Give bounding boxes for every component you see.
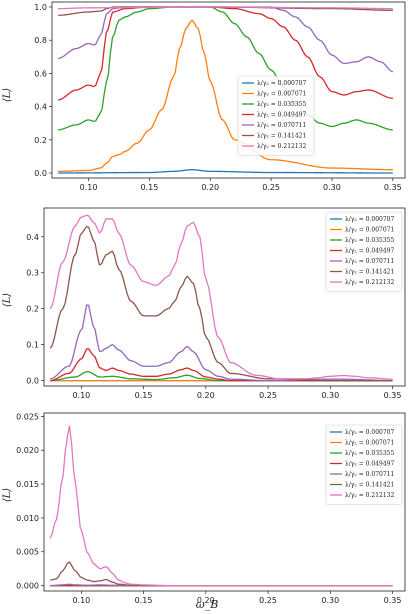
y-tick-label: 1.0 [34,3,47,12]
panel-bottom: ⟨L⟩ ω_B 0.10 0.15 0.20 0.25 0.30 0.35 0.000 0.0… [2,412,406,611]
y-tick-label: 0.0 [26,377,39,386]
series-line-1 [58,169,393,174]
legend-label: λ/γ₂ = 0.000707 [345,429,394,436]
y-tick-label: 0.005 [16,548,39,557]
series-line-5 [57,6,394,73]
legend: λ/γ₂ = 0.000707 λ/γ₂ = 0.007071 λ/γ₂ = 0.0… [237,75,315,156]
legend: λ/γ₂ = 0.000707 λ/γ₂ = 0.007071 λ/γ₂ = 0.0… [325,211,403,292]
x-tick-label: 0.15 [135,391,153,400]
y-axis-label: ⟨L⟩ [2,488,13,503]
panel-middle: ⟨L⟩ 0.10 0.15 0.20 0.25 0.30 0.35 0.0 0.1 0.2 0.3… [2,207,406,400]
legend-label: λ/γ₂ = 0.049497 [345,461,394,468]
legend-label: λ/γ₂ = 0.049497 [257,112,306,119]
legend-label: λ/γ₂ = 0.141421 [257,133,306,140]
legend-box [325,211,403,292]
legend-label: λ/γ₂ = 0.141421 [345,269,394,276]
y-tick-label: 0.8 [34,36,47,45]
x-tick-label: 0.20 [201,183,219,192]
x-tick-label: 0.30 [323,183,341,192]
legend-label: λ/γ₂ = 0.035355 [345,237,394,244]
x-tick-label: 0.20 [197,391,215,400]
x-tick-label: 0.30 [321,391,339,400]
legend-label: λ/γ₂ = 0.049497 [345,248,394,255]
series-line-7 [49,214,393,380]
y-tick-label: 0.6 [34,69,47,78]
legend-box [237,75,315,156]
y-tick-label: 0.0 [34,169,47,178]
y-tick-label: 0.4 [26,233,39,242]
y-tick-label: 0.4 [34,103,47,112]
y-tick-label: 0.1 [26,341,39,350]
y-tick-label: 0.015 [16,480,39,489]
legend: λ/γ₂ = 0.000707 λ/γ₂ = 0.007071 λ/γ₂ = 0.0… [325,424,403,505]
legend-label: λ/γ₂ = 0.212132 [257,143,306,150]
series-line-4 [57,6,393,101]
y-tick-label: 0.2 [26,305,39,314]
legend-label: λ/γ₂ = 0.035355 [257,101,306,108]
y-tick-label: 0.000 [16,582,39,591]
legend-label: λ/γ₂ = 0.007071 [345,440,394,447]
x-tick-label: 0.35 [384,596,402,605]
legend-label: λ/γ₂ = 0.070711 [345,258,394,265]
y-tick-label: 0.010 [16,514,39,523]
plot-frame [43,412,406,592]
x-tick-label: 0.30 [321,596,339,605]
x-tick-label: 0.15 [135,596,153,605]
legend-label: λ/γ₂ = 0.007071 [345,227,394,234]
plot-frame [43,207,406,387]
legend-label: λ/γ₂ = 0.212132 [345,279,394,286]
series-line-7 [49,425,393,587]
series-line-5 [50,304,393,382]
x-tick-label: 0.25 [259,596,277,605]
y-tick-label: 0.025 [16,412,39,421]
legend-label: λ/γ₂ = 0.070711 [257,122,306,129]
x-tick-label: 0.10 [80,183,98,192]
x-tick-label: 0.25 [262,183,280,192]
legend-label: λ/γ₂ = 0.070711 [345,471,394,478]
legend-label: λ/γ₂ = 0.000707 [345,216,394,223]
series-line-2 [58,19,393,173]
y-tick-label: 0.020 [16,446,39,455]
y-axis-label: ⟨L⟩ [2,88,13,103]
series-line-6 [49,225,393,382]
legend-label: λ/γ₂ = 0.141421 [345,482,394,489]
y-axis-label: ⟨L⟩ [2,293,13,308]
series-line-6 [50,561,393,587]
plot-frame [51,1,406,179]
legend-label: λ/γ₂ = 0.007071 [257,91,306,98]
x-axis-label: ω_B [196,598,219,611]
x-tick-label: 0.20 [197,596,215,605]
panel-top: ⟨L⟩ 0.10 0.15 0.20 0.25 0.30 0.35 0.0 0.2 0.4 0.6… [2,1,406,192]
x-tick-label: 0.25 [259,391,277,400]
x-tick-label: 0.10 [72,596,90,605]
x-tick-label: 0.10 [72,391,90,400]
legend-box [325,424,403,505]
y-tick-label: 0.3 [26,269,39,278]
y-tick-label: 0.2 [34,136,47,145]
series-line-3 [58,6,393,131]
x-tick-label: 0.35 [384,391,402,400]
series-line-7 [58,6,393,10]
legend-label: λ/γ₂ = 0.000707 [257,80,306,87]
x-tick-label: 0.15 [140,183,158,192]
legend-label: λ/γ₂ = 0.212132 [345,492,394,499]
legend-label: λ/γ₂ = 0.035355 [345,450,394,457]
x-tick-label: 0.35 [384,183,402,192]
